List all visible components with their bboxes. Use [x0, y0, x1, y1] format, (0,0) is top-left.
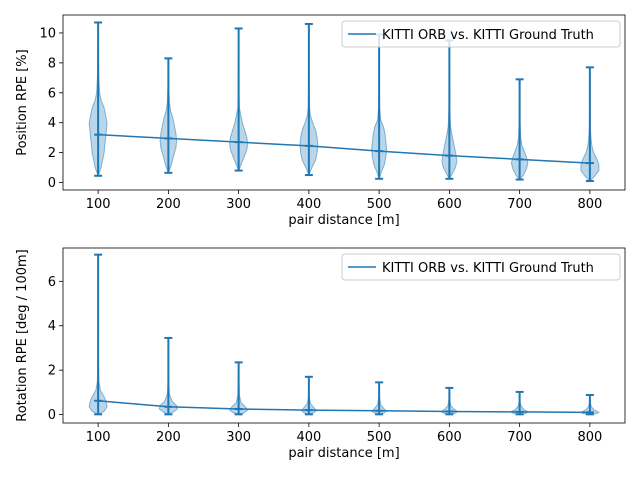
rotation-y-tick-label-4: 4 — [48, 319, 56, 334]
rotation-axes-frame — [62, 247, 626, 424]
position-x-tick-label-500: 500 — [367, 197, 392, 212]
rotation-legend-label: KITTI ORB vs. KITTI Ground Truth — [382, 261, 594, 276]
position-rpe-chart: 100 200 300 400 500 600 700 800 0 2 4 6 8 10 pair di… — [15, 14, 626, 228]
rotation-y-ticks: 0 2 4 6 — [48, 275, 63, 423]
position-x-tick-label-200: 200 — [156, 197, 181, 212]
rotation-legend: KITTI ORB vs. KITTI Ground Truth — [341, 253, 621, 281]
rotation-mean-line — [98, 400, 590, 414]
position-y-ticks: 0 2 4 6 8 10 — [39, 26, 63, 191]
position-axes-frame — [62, 14, 626, 191]
rotation-y-axis-label: Rotation RPE [deg / 100m] — [15, 249, 30, 422]
rotation-y-tick-label-0: 0 — [48, 408, 56, 423]
position-mean-line — [98, 133, 590, 164]
rotation-y-tick-label-2: 2 — [48, 364, 56, 379]
position-y-tick-label-8: 8 — [48, 56, 56, 71]
position-legend-box — [341, 20, 621, 48]
rotation-whiskers — [94, 253, 594, 416]
position-x-tick-label-600: 600 — [437, 197, 462, 212]
position-x-tick-label-800: 800 — [577, 197, 602, 212]
rotation-x-tick-label-500: 500 — [367, 430, 392, 445]
position-y-tick-label-10: 10 — [39, 26, 56, 41]
rotation-x-tick-label-100: 100 — [86, 430, 111, 445]
position-x-tick-label-400: 400 — [296, 197, 321, 212]
rotation-x-tick-label-800: 800 — [577, 430, 602, 445]
rotation-legend-box — [341, 253, 621, 281]
rotation-y-tick-label-6: 6 — [48, 275, 56, 290]
rotation-x-tick-label-400: 400 — [296, 430, 321, 445]
position-y-tick-label-2: 2 — [48, 146, 56, 161]
position-y-axis-label: Position RPE [%] — [15, 49, 30, 155]
rotation-x-ticks: 100 200 300 400 500 600 700 800 — [86, 423, 602, 445]
position-y-tick-label-6: 6 — [48, 86, 56, 101]
rotation-x-tick-label-300: 300 — [226, 430, 251, 445]
rotation-x-axis-label: pair distance [m] — [288, 446, 399, 461]
position-y-tick-label-4: 4 — [48, 116, 56, 131]
position-x-tick-label-300: 300 — [226, 197, 251, 212]
rotation-x-tick-label-200: 200 — [156, 430, 181, 445]
position-x-ticks: 100 200 300 400 500 600 700 800 — [86, 190, 602, 212]
position-legend: KITTI ORB vs. KITTI Ground Truth — [341, 20, 621, 48]
rotation-x-tick-label-600: 600 — [437, 430, 462, 445]
position-x-axis-label: pair distance [m] — [288, 213, 399, 228]
rotation-rpe-chart: 100 200 300 400 500 600 700 800 0 2 4 6 pair dista… — [15, 247, 626, 461]
rotation-x-tick-label-700: 700 — [507, 430, 532, 445]
position-x-tick-label-700: 700 — [507, 197, 532, 212]
position-x-tick-label-100: 100 — [86, 197, 111, 212]
position-legend-label: KITTI ORB vs. KITTI Ground Truth — [382, 28, 594, 43]
position-y-tick-label-0: 0 — [48, 176, 56, 191]
